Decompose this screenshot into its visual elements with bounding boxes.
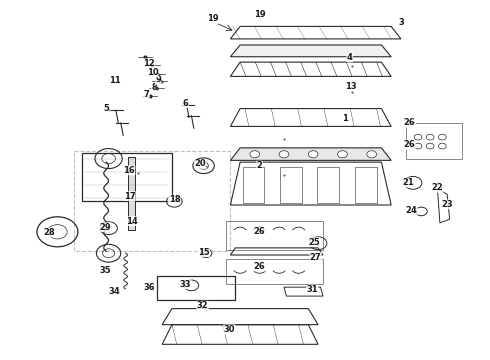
Text: 19: 19: [208, 14, 219, 23]
Text: 25: 25: [308, 238, 320, 247]
Text: 26: 26: [254, 227, 266, 236]
Text: 30: 30: [223, 325, 235, 334]
Circle shape: [308, 151, 318, 158]
Text: 3: 3: [398, 18, 404, 27]
Text: 10: 10: [147, 68, 158, 77]
Text: 15: 15: [197, 248, 209, 257]
Text: 2: 2: [257, 161, 263, 170]
Text: 19: 19: [254, 10, 266, 19]
Text: 4: 4: [347, 53, 353, 62]
Text: 23: 23: [441, 200, 453, 209]
Bar: [406, 123, 462, 158]
Text: 26: 26: [254, 262, 266, 271]
Text: 26: 26: [404, 140, 416, 149]
Text: 36: 36: [143, 283, 155, 292]
Text: 27: 27: [310, 253, 321, 262]
Text: 14: 14: [126, 217, 138, 226]
Text: 1: 1: [342, 114, 348, 123]
Text: 5: 5: [103, 104, 109, 113]
Text: 18: 18: [169, 195, 180, 204]
Circle shape: [250, 151, 260, 158]
Bar: [317, 167, 339, 203]
Text: 9: 9: [155, 76, 161, 85]
Text: 17: 17: [123, 192, 135, 201]
Circle shape: [338, 151, 347, 158]
Text: 35: 35: [99, 266, 111, 275]
Text: 22: 22: [432, 183, 443, 192]
Text: 13: 13: [345, 82, 357, 91]
Text: 11: 11: [109, 76, 121, 85]
Polygon shape: [128, 157, 135, 230]
Text: 28: 28: [43, 228, 55, 237]
Text: 26: 26: [404, 118, 416, 127]
Text: 7: 7: [144, 90, 149, 99]
Polygon shape: [230, 148, 391, 160]
Text: 29: 29: [99, 222, 111, 231]
Text: 16: 16: [123, 166, 135, 175]
Text: 24: 24: [406, 206, 417, 215]
Text: 12: 12: [143, 59, 154, 68]
Text: 33: 33: [180, 280, 191, 289]
Bar: [280, 167, 302, 203]
Bar: [225, 221, 323, 249]
Bar: [225, 258, 323, 284]
Text: 8: 8: [151, 83, 157, 92]
Bar: [355, 167, 376, 203]
Polygon shape: [230, 45, 391, 57]
Text: 6: 6: [183, 99, 189, 108]
Text: 32: 32: [197, 301, 208, 310]
Text: 20: 20: [195, 159, 206, 168]
Text: 21: 21: [402, 178, 414, 187]
Bar: [243, 167, 265, 203]
Circle shape: [279, 151, 289, 158]
Text: 34: 34: [109, 287, 120, 296]
Text: 31: 31: [306, 285, 318, 294]
Circle shape: [367, 151, 376, 158]
